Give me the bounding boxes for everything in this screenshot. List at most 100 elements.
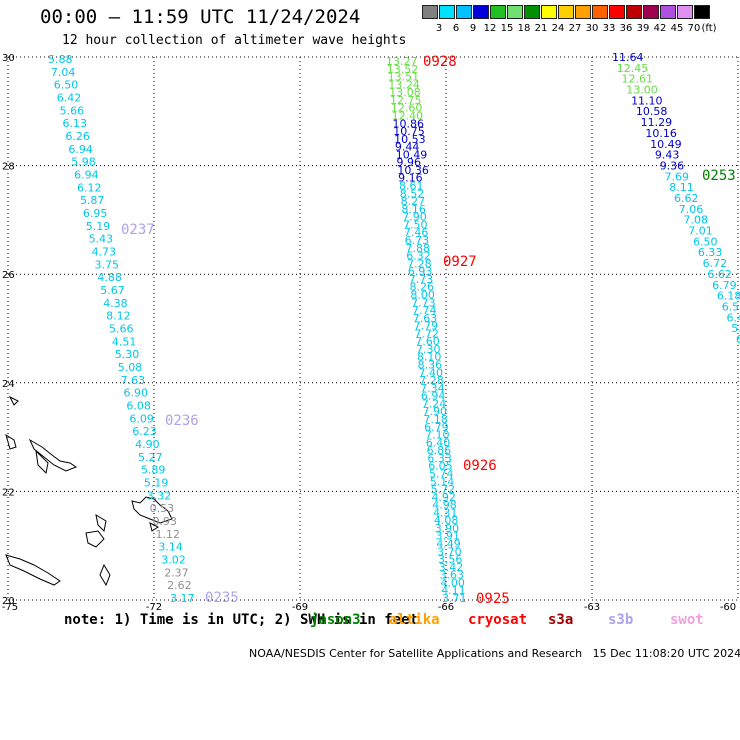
lon-tick-label: -72 — [146, 602, 162, 610]
lon-tick-label: -63 — [584, 602, 600, 610]
legend-tick-label: 42 — [653, 23, 667, 34]
east-track-value: 7.08 — [684, 214, 709, 227]
mission-s3b: s3b — [608, 612, 634, 628]
west-track-value: 3.02 — [161, 554, 186, 567]
legend-tick-label: 39 — [636, 23, 650, 34]
middle-track-value: 3.42 — [439, 561, 464, 574]
legend-tick-label: 27 — [568, 23, 582, 34]
legend-swatch — [575, 5, 591, 19]
middle-track-value: 6.40 — [426, 436, 451, 449]
west-track-value: 6.50 — [54, 79, 79, 92]
middle-track-value: 8.26 — [410, 281, 435, 294]
west-track-value: 6.90 — [124, 387, 148, 400]
middle-track-value: 3.90 — [435, 522, 460, 535]
coastline — [5, 395, 173, 587]
legend-swatch — [677, 5, 693, 19]
coastline-shape — [35, 449, 49, 475]
legend-swatch — [439, 5, 455, 19]
west-track-value: 0.53 — [150, 502, 175, 515]
middle-track-value: 3.91 — [436, 530, 461, 543]
west-track-value: 3.14 — [158, 541, 183, 554]
pass-labels: 0928 0927 0926 0925 0237 0236 0235 0253 — [121, 54, 736, 607]
coastline-shape — [28, 438, 78, 472]
middle-track-value: 6.79 — [424, 421, 449, 434]
legend-unit-label: (ft) — [701, 23, 717, 34]
lon-tick-label: -69 — [292, 602, 308, 610]
altimeter-tracks: 5.887.046.506.425.666.136.266.945.986.94… — [48, 51, 740, 605]
middle-track-value: 5.14 — [430, 475, 455, 488]
page-subtitle: 12 hour collection of altimeter wave hei… — [62, 33, 407, 48]
middle-track-value: 7.74 — [412, 304, 437, 317]
west-track-value: 3.32 — [147, 489, 172, 502]
mission-s3a: s3a — [548, 612, 574, 628]
middle-track-value: 7.10 — [425, 429, 450, 442]
lon-tick-label: -60 — [720, 602, 736, 610]
west-track-value: 8.12 — [106, 310, 131, 323]
east-track-value: 6.72 — [703, 257, 728, 270]
west-track-value: 4.90 — [135, 438, 160, 451]
west-track-value: 5.43 — [89, 233, 114, 246]
east-track-value: 7.06 — [679, 203, 704, 216]
east-track-value: 7.01 — [688, 225, 713, 238]
coastline-shape — [95, 513, 107, 533]
west-track-value: 6.12 — [77, 181, 102, 194]
pass-time-label: 0253 — [702, 168, 736, 184]
map-grid — [7, 56, 739, 601]
middle-track-value: 7.60 — [415, 335, 440, 348]
east-track-value: 6.79 — [712, 279, 737, 292]
middle-track-value: 7.34 — [420, 382, 445, 395]
middle-track-value: 6.33 — [427, 452, 452, 465]
middle-track-value: 8.16 — [401, 203, 426, 216]
east-track-value: 11.29 — [641, 116, 673, 129]
middle-track-value: 12.60 — [391, 102, 423, 115]
legend-swatch — [507, 5, 523, 19]
east-track-value: 13.00 — [626, 84, 658, 97]
east-track-value: 10.49 — [650, 138, 682, 151]
lat-tick-label: 22 — [2, 487, 15, 498]
middle-track-value: 6.86 — [427, 444, 452, 457]
west-track-value: 6.13 — [63, 117, 88, 130]
middle-track-value: 7.63 — [413, 312, 438, 325]
west-track-value: 2.62 — [167, 579, 192, 592]
legend-tick-label: 6 — [452, 23, 460, 34]
middle-track-value: 6.73 — [405, 234, 430, 247]
middle-track-value: 4.08 — [434, 514, 459, 527]
west-track-value: 2.37 — [164, 566, 189, 579]
middle-track-value: 13.08 — [389, 86, 421, 99]
middle-track-value: 5.74 — [429, 467, 454, 480]
coastline-shape — [131, 496, 173, 524]
west-track-value: 5.19 — [86, 220, 111, 233]
lat-tick-label: 20 — [2, 596, 15, 607]
legend-tick-label: 21 — [534, 23, 548, 34]
middle-track-value: 8.27 — [401, 195, 426, 208]
legend-tick-label: 33 — [602, 23, 616, 34]
middle-track-value: 3.56 — [438, 553, 463, 566]
pass-time-label: 0928 — [423, 54, 457, 70]
lat-tick-label: 30 — [2, 53, 15, 64]
middle-track-value: 13.51 — [388, 71, 420, 84]
middle-track-value: 5.72 — [431, 483, 456, 496]
legend-tick-label: 9 — [469, 23, 477, 34]
middle-track-value: 7.79 — [414, 320, 439, 333]
middle-track-value: 7.50 — [403, 218, 428, 231]
middle-track-value: 8.10 — [417, 351, 442, 364]
footer-credit: NOAA/NESDIS Center for Satellite Applica… — [242, 634, 740, 660]
middle-track-value: 7.73 — [411, 296, 436, 309]
east-track-value: 6.62 — [707, 268, 732, 281]
mission-note: note: 1) Time is in UTC; 2) SWH is in fe… — [64, 612, 704, 740]
middle-track-value: 7.90 — [402, 211, 427, 224]
west-track-value: 5.66 — [60, 104, 85, 117]
pass-time-label: 0925 — [476, 591, 510, 607]
middle-track-value: 8.00 — [410, 288, 435, 301]
legend-swatch — [473, 5, 489, 19]
east-track-value: 11.64 — [612, 51, 644, 64]
middle-track-value: 3.63 — [440, 569, 465, 582]
east-track-value: 12.61 — [622, 73, 654, 86]
east-track-value: 9.36 — [660, 159, 685, 172]
pass-time-label: 0236 — [165, 413, 199, 429]
legend-swatch — [541, 5, 557, 19]
middle-track-value: 10.49 — [396, 148, 428, 161]
middle-track-value: 7.24 — [422, 397, 447, 410]
coastline-shape — [8, 395, 19, 406]
